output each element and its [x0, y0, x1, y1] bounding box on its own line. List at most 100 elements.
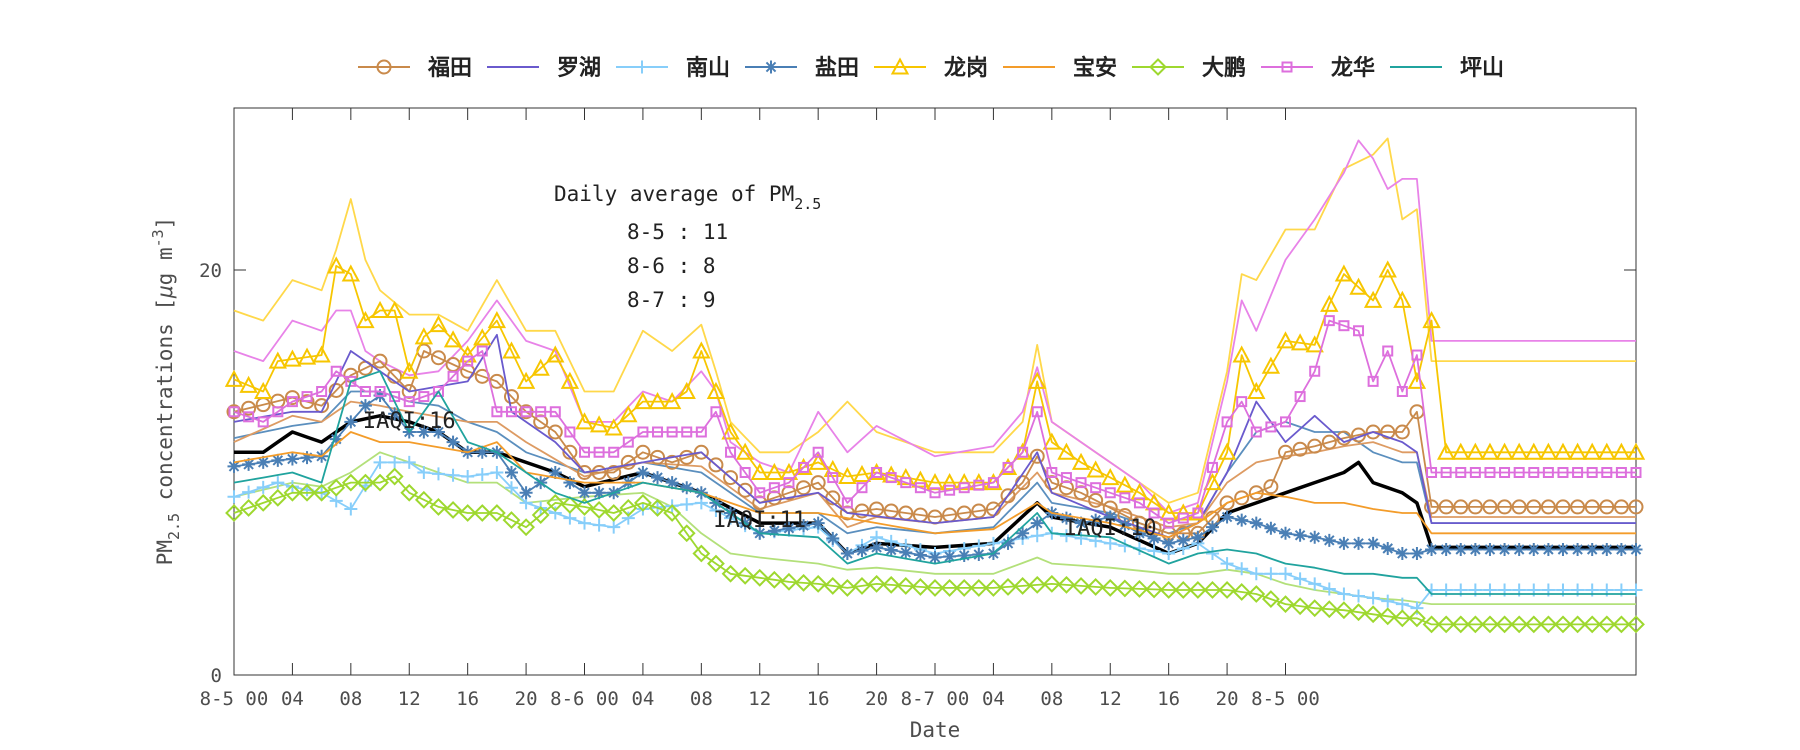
series-6-point	[1028, 575, 1047, 594]
series-4-point	[750, 462, 769, 480]
series-6-point	[1320, 600, 1339, 619]
series-4-point	[356, 311, 375, 329]
series-0-point	[1511, 499, 1527, 515]
series-7-point	[1294, 391, 1306, 403]
series-4-point	[1232, 345, 1251, 363]
series-7-point	[1031, 406, 1043, 418]
series-3-point	[431, 425, 445, 439]
series-7-point	[359, 386, 371, 397]
legend-item: 盐田	[745, 56, 859, 81]
series-6-point	[356, 473, 375, 492]
series-7-point	[725, 446, 737, 458]
series-7-point	[1411, 349, 1423, 361]
series-3-point	[1030, 516, 1044, 530]
series-6-point	[736, 566, 755, 585]
series-7-point	[549, 406, 561, 418]
legend-label: 大鹏	[1202, 55, 1246, 81]
series-0-point	[1000, 488, 1016, 504]
series-7-point	[1133, 497, 1145, 509]
legend-label: 福田	[427, 56, 472, 81]
series-2-point	[680, 497, 694, 511]
series-6-point	[780, 572, 798, 591]
series-7-point	[1469, 467, 1481, 478]
series-0-point	[796, 480, 812, 496]
series-4-point	[1071, 452, 1091, 470]
series-2-point	[490, 466, 504, 479]
series-3-point	[1556, 542, 1570, 556]
series-2-point	[607, 520, 621, 534]
series-3-point	[563, 476, 577, 490]
series-4-point	[1349, 277, 1368, 295]
series-7-point	[1177, 512, 1189, 524]
series-4-point	[1057, 442, 1076, 460]
series-4-point	[254, 381, 273, 399]
series-line-11	[233, 139, 1636, 514]
series-4-point	[385, 300, 404, 318]
legend: 福田 罗湖 南山 盐田 龙岗 宝安 大鹏 龙华 坪山	[358, 55, 1504, 81]
series-6-point	[809, 574, 828, 593]
series-7-point	[593, 446, 605, 458]
series-0-point	[650, 449, 666, 465]
series-2-point	[1322, 582, 1336, 596]
series-4-point	[502, 341, 521, 359]
series-6-point	[531, 506, 550, 524]
series-5	[233, 431, 1636, 539]
series-4-point	[1028, 371, 1047, 389]
series-6-point	[1335, 601, 1353, 620]
legend-marker	[1281, 61, 1293, 73]
series-3-point	[943, 550, 957, 564]
legend-item: 龙岗	[874, 56, 988, 81]
series-6-point	[853, 576, 871, 595]
series-6-point	[969, 579, 988, 597]
series-6-point	[575, 498, 594, 516]
series-0-point	[810, 475, 826, 491]
series-7-point	[798, 461, 810, 473]
series-6-point	[999, 577, 1017, 596]
series-7-point	[710, 406, 722, 418]
x-tick-label: 20	[865, 688, 888, 710]
series-7-point	[1513, 467, 1525, 478]
series-4-point	[1509, 442, 1529, 460]
series-3-point	[1220, 510, 1234, 524]
series-4-point	[1422, 311, 1441, 329]
series-3-point	[782, 521, 796, 535]
series-4-point	[1466, 442, 1485, 460]
series-4-point	[604, 418, 623, 436]
series-3-point	[957, 549, 971, 563]
x-tick-label: 16	[1157, 688, 1180, 710]
series-3-point	[1249, 516, 1263, 530]
series-6-point	[940, 579, 959, 597]
series-3-point	[1410, 547, 1424, 560]
series-3-point	[358, 399, 372, 413]
series-3-point	[1600, 542, 1614, 556]
x-tick-label: 12	[398, 688, 421, 710]
series-2-point	[402, 455, 416, 469]
series-2-point	[504, 481, 518, 495]
series-6-point	[560, 495, 579, 514]
series-6-point	[283, 483, 302, 502]
legend-item: 坪山	[1390, 56, 1504, 81]
legend-item: 罗湖	[487, 56, 601, 81]
series-7-point	[228, 406, 240, 418]
series-3-point	[1205, 520, 1219, 534]
series-2-point	[431, 467, 445, 481]
series-7-point	[1426, 467, 1438, 478]
series-2-point	[1337, 587, 1351, 601]
series-4-point	[648, 392, 667, 410]
series-6-point	[721, 564, 740, 583]
series-0-point	[693, 444, 709, 460]
series-7-point	[900, 477, 912, 489]
series-3-point	[285, 452, 299, 466]
series-3-point	[826, 531, 840, 545]
series-7-point	[812, 446, 824, 458]
series-6-point	[1378, 607, 1397, 626]
series-3-point	[446, 435, 460, 449]
y-tick-label: 0	[211, 665, 222, 687]
series-4-point	[1480, 442, 1500, 460]
legend-label: 龙华	[1331, 55, 1375, 81]
series-0-point	[372, 353, 388, 369]
series-6-point	[1203, 581, 1222, 599]
series-4-point	[1451, 442, 1470, 460]
series-0-point	[1584, 499, 1600, 515]
series-6-point	[604, 504, 623, 522]
